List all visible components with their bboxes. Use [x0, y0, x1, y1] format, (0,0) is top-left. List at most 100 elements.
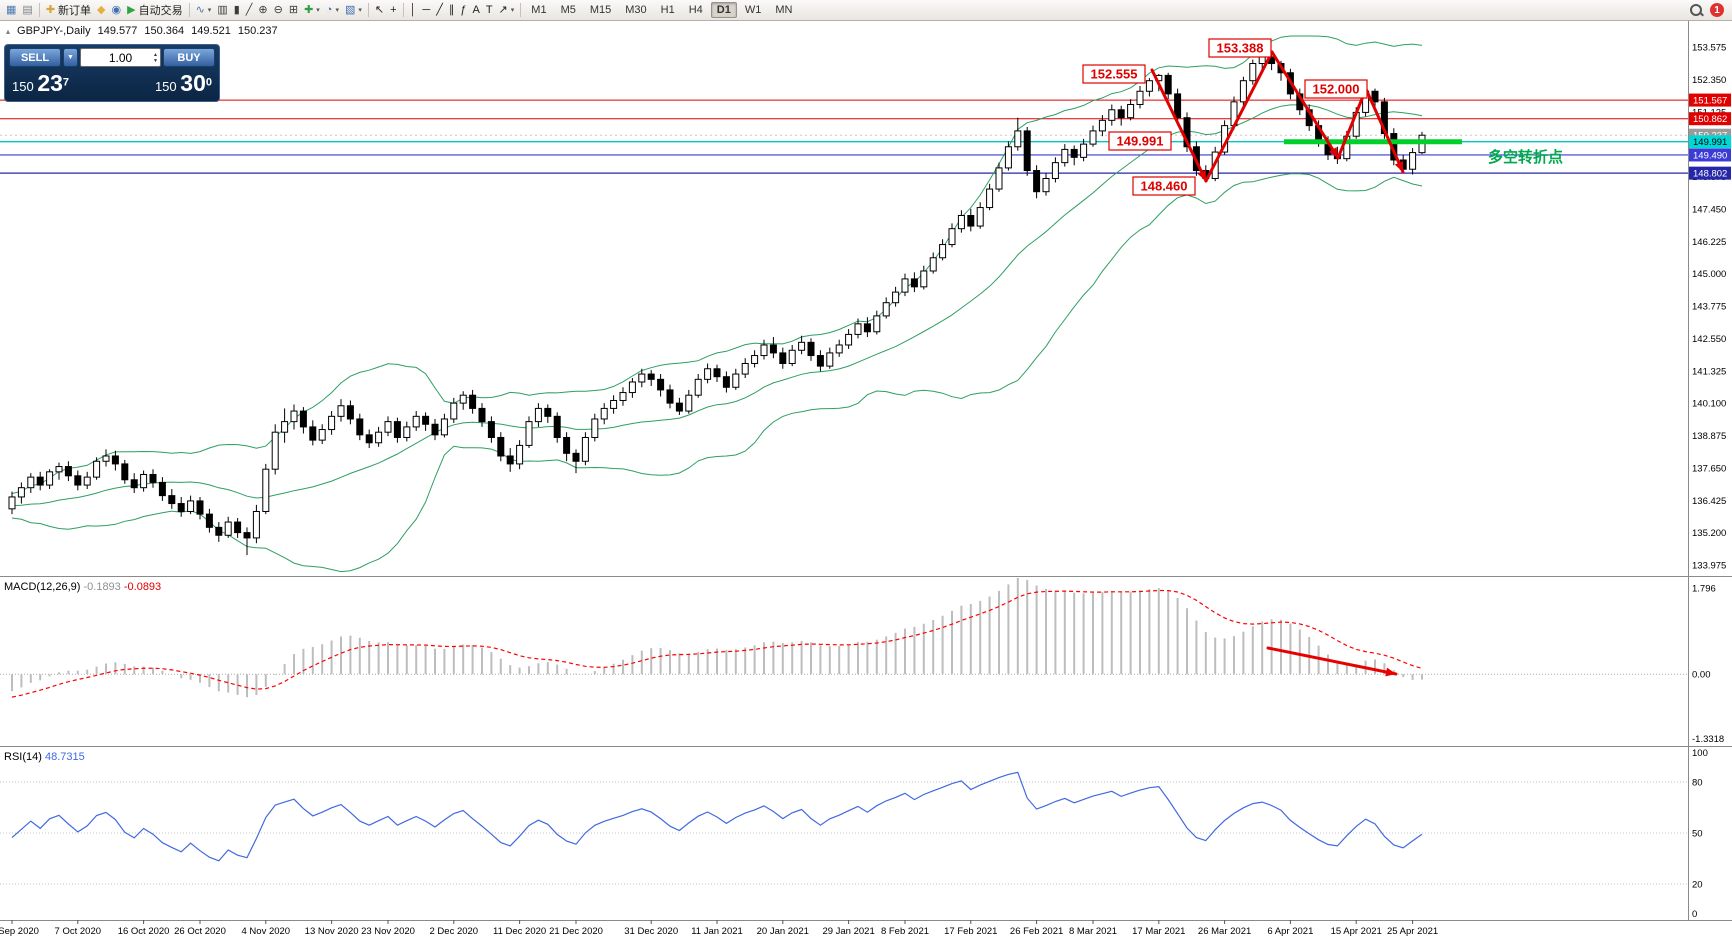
- price-annotation-box[interactable]: [1108, 131, 1172, 151]
- svg-text:16 Oct 2020: 16 Oct 2020: [118, 926, 170, 937]
- svg-text:13 Nov 2020: 13 Nov 2020: [305, 926, 359, 937]
- price-annotation-box[interactable]: [1208, 38, 1272, 58]
- autotrading-icon: ▶: [127, 3, 136, 16]
- svg-text:100: 100: [1692, 748, 1708, 759]
- svg-text:135.200: 135.200: [1692, 528, 1726, 539]
- new-chart-icon[interactable]: ▦: [6, 3, 17, 16]
- svg-text:152.350: 152.350: [1692, 75, 1726, 86]
- volume-input[interactable]: 1.00 ▲ ▼: [80, 48, 161, 67]
- svg-text:138.875: 138.875: [1692, 431, 1726, 442]
- chart-annotations[interactable]: 152.555 153.388 152.000 149.991 148.460 多空转折点: [1082, 38, 1563, 196]
- one-click-trading-panel: SELL ▼ 1.00 ▲ ▼ BUY 150 237 150 300: [4, 44, 220, 102]
- ohlc-high: 150.364: [144, 25, 185, 37]
- turning-point-note[interactable]: 多空转折点: [1488, 148, 1563, 166]
- bar-chart-icon[interactable]: ▥: [217, 3, 228, 16]
- svg-text:8 Feb 2021: 8 Feb 2021: [881, 926, 929, 937]
- vertical-line-icon[interactable]: │: [409, 3, 417, 16]
- line-chart-icon[interactable]: ╱: [245, 3, 253, 16]
- svg-text:11 Dec 2020: 11 Dec 2020: [493, 926, 546, 937]
- dropdown-caret-icon[interactable]: ▾: [358, 7, 362, 14]
- sell-button[interactable]: SELL: [9, 48, 61, 67]
- trend-zigzag-line[interactable]: [1364, 87, 1405, 174]
- volume-down-icon[interactable]: ▼: [153, 57, 158, 64]
- svg-text:80: 80: [1692, 778, 1703, 789]
- svg-text:147.450: 147.450: [1692, 204, 1726, 215]
- text-label-icon[interactable]: T: [485, 3, 493, 16]
- timeframe-h4[interactable]: H4: [688, 4, 703, 16]
- timeframe-mn[interactable]: MN: [775, 4, 793, 16]
- svg-text:151.567: 151.567: [1693, 96, 1727, 107]
- trend-zigzag-line[interactable]: [1150, 68, 1208, 183]
- timeframe-buttons: M1 M5 M15 M30 H1 H4 D1 W1 MN: [524, 2, 799, 18]
- price-scale[interactable]: 153.575152.350151.125149.900148.675147.4…: [1689, 43, 1731, 572]
- svg-text:142.550: 142.550: [1692, 334, 1726, 345]
- cursor-icon[interactable]: ↖: [374, 3, 385, 16]
- volume-value: 1.00: [108, 50, 133, 65]
- horizontal-line-icon[interactable]: ─: [422, 3, 431, 16]
- candlestick-chart-icon[interactable]: ▮: [233, 3, 240, 16]
- collapse-triangle-icon[interactable]: ▴: [6, 26, 11, 36]
- dropdown-caret-icon[interactable]: ▾: [510, 7, 515, 14]
- buy-button[interactable]: BUY: [163, 48, 215, 67]
- notification-badge[interactable]: 1: [1710, 3, 1724, 17]
- price-annotation-box[interactable]: [1132, 176, 1196, 196]
- metaeditor-icon[interactable]: ◆: [97, 3, 106, 16]
- zoom-in-icon[interactable]: ⊕: [258, 3, 268, 16]
- timeframe-m30[interactable]: M30: [625, 4, 647, 16]
- svg-text:150.862: 150.862: [1693, 114, 1727, 125]
- trend-zigzag-line[interactable]: [1204, 50, 1274, 183]
- autotrading-button[interactable]: ▶ 自动交易: [124, 2, 185, 19]
- crosshair-icon[interactable]: +: [390, 3, 397, 16]
- timeframe-d1[interactable]: D1: [710, 2, 737, 18]
- text-icon[interactable]: A: [472, 3, 480, 16]
- svg-text:-1.3318: -1.3318: [1692, 734, 1724, 745]
- fibonacci-icon[interactable]: ƒ: [460, 3, 467, 16]
- dropdown-caret-icon[interactable]: ▾: [207, 7, 212, 14]
- svg-text:26 Oct 2020: 26 Oct 2020: [174, 926, 226, 937]
- dropdown-caret-icon[interactable]: ▾: [316, 7, 320, 14]
- volume-up-icon[interactable]: ▲: [153, 51, 158, 58]
- trendline-icon[interactable]: ╱: [436, 3, 443, 16]
- macd-trend-arrow[interactable]: [1266, 646, 1398, 676]
- timeframe-m1[interactable]: M1: [531, 4, 547, 16]
- timeframe-h1[interactable]: H1: [660, 4, 675, 16]
- svg-text:149.490: 149.490: [1693, 150, 1727, 161]
- profiles-icon[interactable]: ▤: [22, 3, 33, 16]
- channel-icon[interactable]: ∥: [448, 3, 455, 16]
- trend-zigzag-line[interactable]: [1336, 87, 1368, 160]
- tile-windows-icon[interactable]: ⊞: [288, 3, 299, 16]
- macd-pane: 1.796 0.00 -1.3318 MACD(12,26,9) -0.1893 -0…: [0, 578, 1724, 745]
- arrows-icon[interactable]: ↗ ▾: [498, 3, 515, 16]
- new-order-button[interactable]: ✚ 新订单: [43, 2, 94, 19]
- toolbar-separator: [188, 3, 190, 17]
- market-watch-icon[interactable]: ◉: [111, 3, 122, 16]
- periods-icon[interactable]: ◔ ▾: [325, 3, 339, 16]
- templates-icon[interactable]: ▧ ▾: [344, 3, 362, 16]
- timeframe-m15[interactable]: M15: [589, 4, 612, 16]
- price-annotation-box[interactable]: [1082, 64, 1146, 84]
- search-icon[interactable]: [1689, 3, 1703, 17]
- svg-text:141.325: 141.325: [1692, 366, 1726, 377]
- svg-text:149.991: 149.991: [1117, 134, 1164, 149]
- add-indicator-icon[interactable]: ✚ ▾: [304, 3, 320, 16]
- toolbar-separator: [367, 3, 369, 17]
- indicators-icon[interactable]: ∿ ▾: [195, 3, 212, 16]
- price-annotation-box[interactable]: [1304, 79, 1368, 99]
- time-axis[interactable]: 28 Sep 2020 7 Oct 2020 16 Oct 2020 26 Oct 2…: [0, 920, 1438, 937]
- pane-separators[interactable]: [0, 20, 1732, 921]
- svg-text:146.225: 146.225: [1692, 237, 1726, 248]
- zoom-out-icon[interactable]: ⊖: [273, 3, 283, 16]
- volume-steppers[interactable]: ▲ ▼: [153, 49, 158, 66]
- sell-options-caret-icon[interactable]: ▼: [63, 48, 78, 67]
- svg-text:50: 50: [1692, 829, 1703, 840]
- svg-text:133.975: 133.975: [1692, 561, 1726, 572]
- timeframe-w1[interactable]: W1: [744, 4, 762, 16]
- svg-text:137.650: 137.650: [1692, 463, 1726, 474]
- timeframe-m5[interactable]: M5: [560, 4, 576, 16]
- trend-zigzag-line[interactable]: [1270, 50, 1340, 160]
- ohlc-close: 150.237: [237, 25, 278, 37]
- ohlc-open: 149.577: [97, 25, 138, 37]
- dropdown-caret-icon[interactable]: ▾: [335, 7, 339, 14]
- horizontal-lines[interactable]: [0, 99, 1688, 174]
